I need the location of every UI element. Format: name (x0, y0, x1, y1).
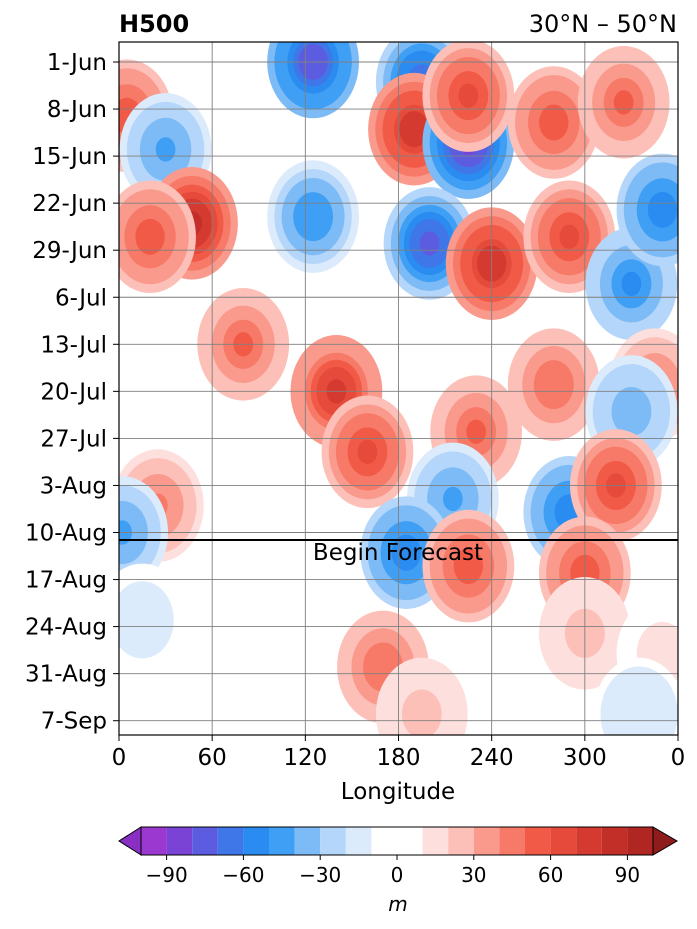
chart-title: H500 (119, 10, 189, 38)
colorbar-extend-low (118, 826, 142, 856)
y-tick-label: 17-Aug (25, 568, 107, 594)
colorbar-tick-label: 0 (391, 863, 404, 887)
anomaly-center (119, 563, 189, 677)
colorbar-segment (448, 827, 474, 855)
anomaly-center (422, 509, 515, 623)
x-tick-label: 120 (283, 745, 327, 771)
y-tick-label: 24-Aug (25, 615, 107, 641)
colorbar-extend-high (652, 826, 678, 856)
colorbar-tick-label: 30 (461, 863, 486, 887)
x-tick-label: 0 (112, 745, 127, 771)
x-tick-label: 300 (563, 745, 607, 771)
colorbar-label: m (388, 892, 407, 916)
y-tick-label: 6-Jul (55, 285, 107, 311)
colorbar: −90 −60 −30 0 30 60 90 (118, 826, 678, 887)
colorbar-segment (422, 827, 449, 855)
x-tick-label: 0 (671, 745, 686, 771)
y-tick-label: 31-Aug (25, 662, 107, 688)
colorbar-segment (473, 827, 500, 855)
colorbar-segment (345, 827, 372, 855)
anomaly-center (577, 46, 670, 159)
colorbar-segment (192, 827, 218, 855)
y-tick-label: 27-Jul (40, 426, 107, 452)
colorbar-segment (243, 827, 269, 855)
anomaly-center (321, 395, 414, 509)
x-axis-ticks: 0 60 120 180 240 300 0 (112, 735, 686, 771)
y-tick-label: 29-Jun (32, 238, 107, 264)
x-tick-label: 180 (377, 745, 421, 771)
anomaly-center (507, 66, 600, 179)
colorbar-tick-label: −90 (145, 863, 187, 887)
colorbar-segment (550, 827, 577, 855)
grid (119, 42, 678, 735)
anomaly-center (593, 657, 678, 735)
y-tick-label: 3-Aug (40, 473, 107, 499)
colorbar-tick-label: 90 (615, 863, 640, 887)
y-tick-label: 15-Jun (32, 144, 107, 170)
anomaly-center (616, 153, 678, 267)
anomaly-center (422, 42, 515, 152)
anomaly-center (507, 328, 600, 441)
anomaly-field (119, 42, 678, 735)
colorbar-segment (217, 827, 244, 855)
y-tick-label: 10-Aug (25, 521, 107, 547)
plot-area (119, 42, 678, 735)
colorbar-tick-label: 60 (538, 863, 563, 887)
colorbar-tick-label: −60 (222, 863, 264, 887)
colorbar-segment (601, 827, 628, 855)
colorbar-segment (294, 827, 321, 855)
colorbar-tick-label: −30 (299, 863, 341, 887)
y-axis-ticks: 1-Jun 8-Jun 15-Jun 22-Jun 29-Jun 6-Jul 13-Jul 2… (25, 50, 119, 735)
y-tick-label: 20-Jul (40, 379, 107, 405)
colorbar-segment (320, 827, 346, 855)
colorbar-segment (371, 827, 423, 855)
colorbar-segment (576, 827, 602, 855)
colorbar-segment (166, 827, 193, 855)
x-axis-label: Longitude (341, 779, 455, 805)
colorbar-segment (141, 827, 167, 855)
colorbar-segment (525, 827, 551, 855)
x-tick-label: 240 (470, 745, 514, 771)
anomaly-center (267, 160, 359, 273)
y-tick-label: 13-Jul (40, 332, 107, 358)
colorbar-segment (499, 827, 525, 855)
anomaly-center (119, 180, 196, 294)
y-tick-label: 8-Jun (47, 97, 107, 123)
forecast-label: Begin Forecast (313, 540, 483, 566)
x-tick-label: 60 (198, 745, 227, 771)
colorbar-segment (627, 827, 653, 855)
y-tick-label: 22-Jun (32, 191, 107, 217)
y-tick-label: 7-Sep (41, 709, 107, 735)
y-tick-label: 1-Jun (47, 50, 107, 76)
chart-subtitle: 30°N – 50°N (529, 10, 677, 38)
colorbar-segment (269, 827, 295, 855)
